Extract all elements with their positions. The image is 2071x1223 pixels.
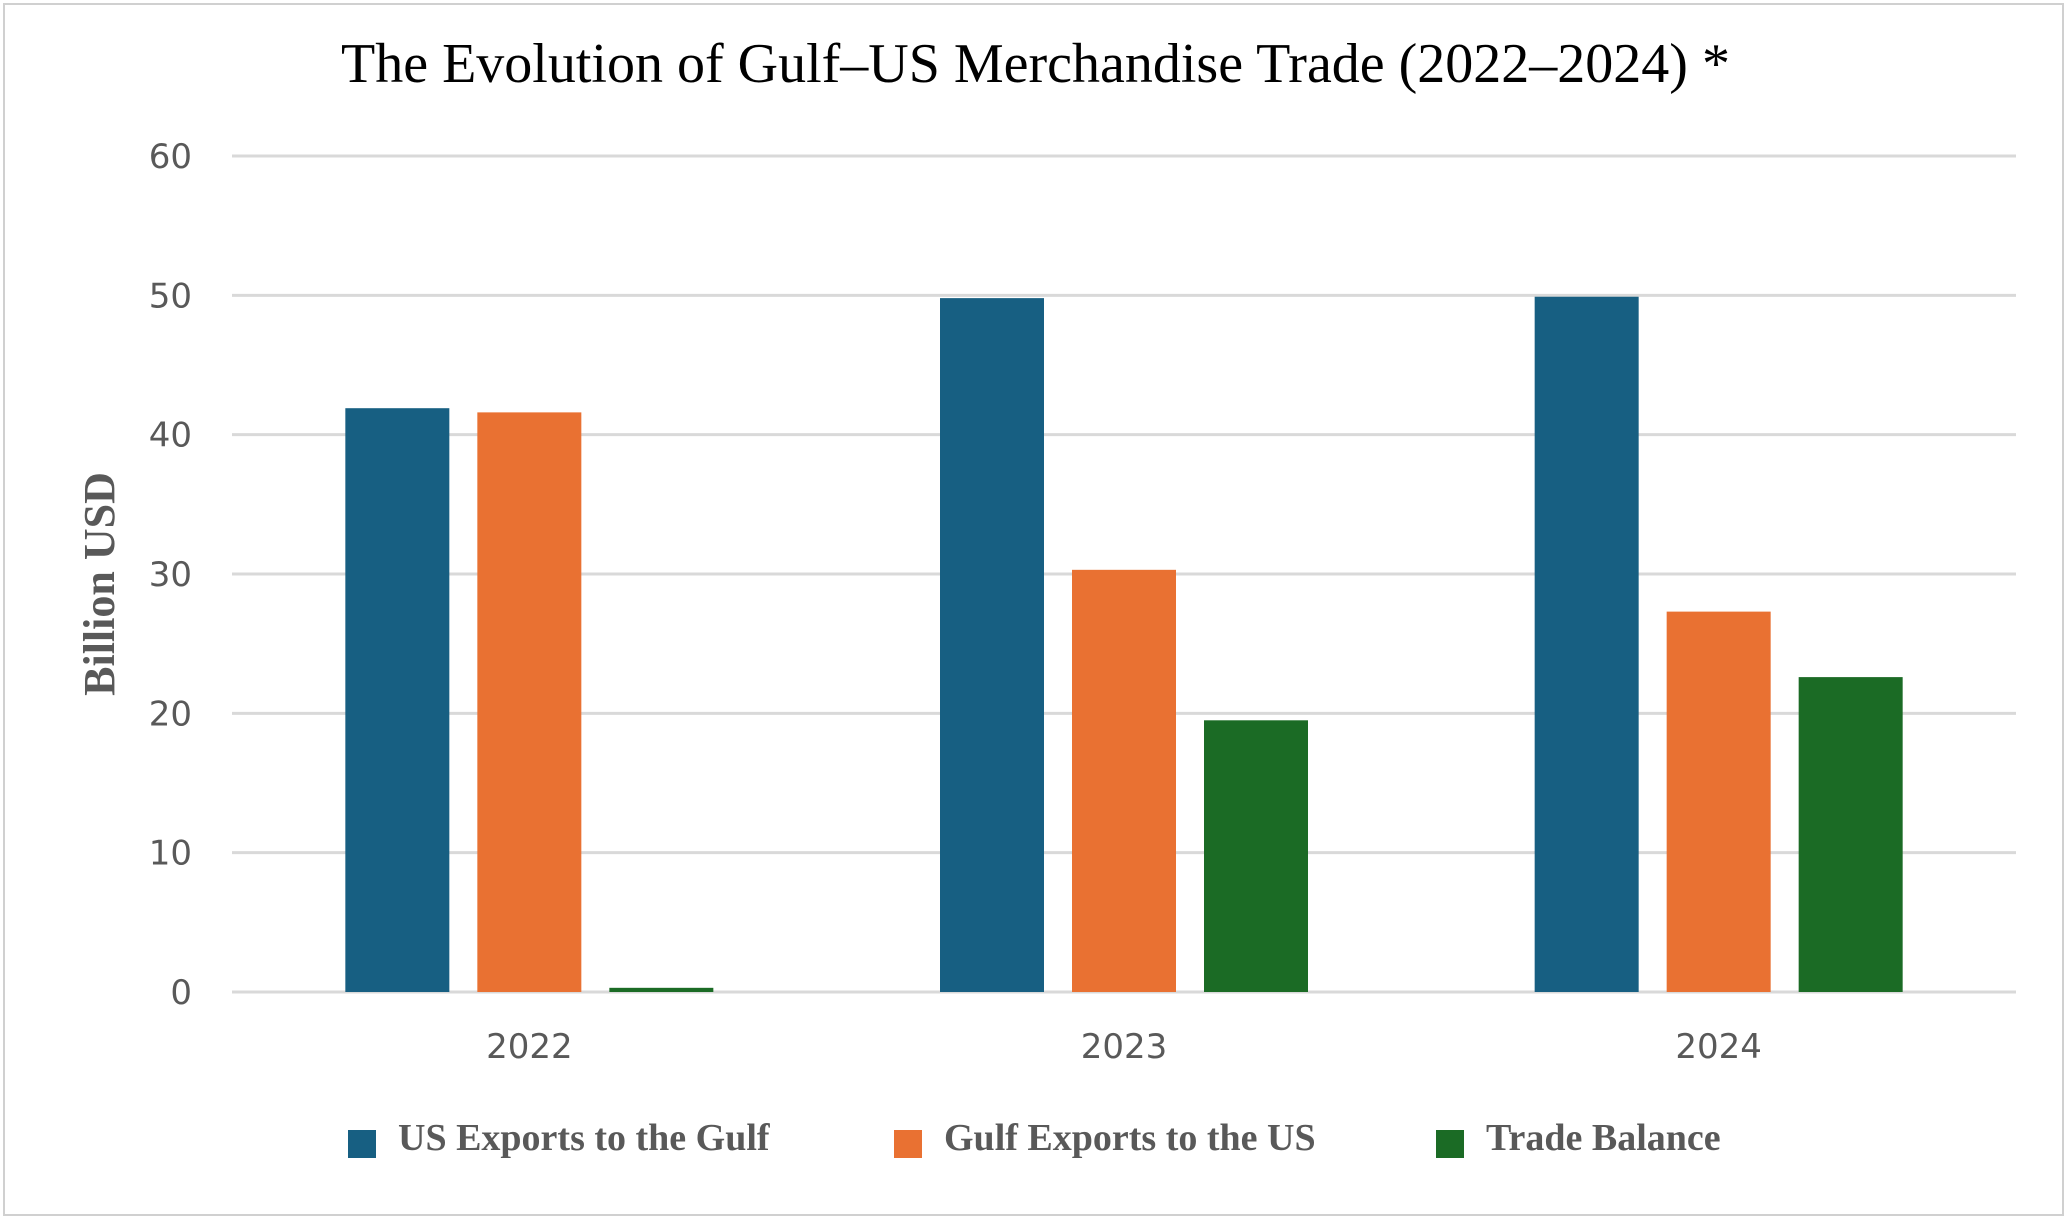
y-tick-label: 10: [149, 834, 192, 874]
y-tick-label: 20: [149, 694, 192, 734]
legend-label: US Exports to the Gulf: [398, 1117, 771, 1159]
legend-swatch: [894, 1130, 922, 1158]
y-axis-ticks: 0 10 20 30 40 50 60: [149, 137, 192, 1013]
bar-trade-balance-2022: [609, 987, 714, 992]
y-tick-label: 40: [149, 416, 192, 456]
legend-label: Trade Balance: [1486, 1117, 1721, 1159]
chart-title: The Evolution of Gulf–US Merchandise Tra…: [341, 33, 1730, 95]
y-tick-label: 60: [149, 137, 192, 177]
bar-trade-balance-2024: [1798, 677, 1903, 992]
bars: [345, 296, 1903, 993]
x-axis-ticks: 2022 2023 2024: [486, 1027, 1762, 1067]
legend: US Exports to the Gulf Gulf Exports to th…: [348, 1117, 1721, 1159]
legend-label: Gulf Exports to the US: [944, 1117, 1316, 1159]
y-tick-label: 0: [170, 973, 192, 1013]
bar-gulf-exports-to-the-us-2024: [1666, 611, 1771, 992]
bar-us-exports-to-the-gulf-2023: [940, 298, 1044, 992]
legend-swatch: [1436, 1130, 1464, 1158]
bar-trade-balance-2023: [1204, 720, 1308, 992]
x-tick-label: 2023: [1081, 1027, 1168, 1067]
bar-gulf-exports-to-the-us-2023: [1072, 569, 1176, 992]
bar-us-exports-to-the-gulf-2024: [1534, 296, 1639, 992]
y-tick-label: 30: [149, 555, 192, 595]
legend-swatch: [348, 1130, 376, 1158]
bar-gulf-exports-to-the-us-2022: [477, 412, 582, 993]
y-tick-label: 50: [149, 276, 192, 316]
x-tick-label: 2022: [486, 1027, 573, 1067]
x-tick-label: 2024: [1675, 1027, 1762, 1067]
y-axis-label: Billion USD: [75, 472, 124, 696]
bar-us-exports-to-the-gulf-2022: [345, 408, 450, 992]
